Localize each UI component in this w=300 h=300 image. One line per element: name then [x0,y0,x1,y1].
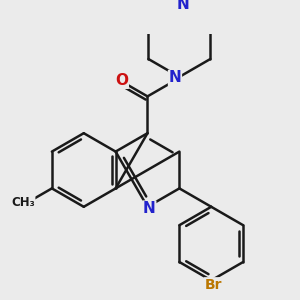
Text: N: N [177,0,189,12]
Text: CH₃: CH₃ [11,196,35,209]
Text: O: O [115,73,128,88]
Text: N: N [169,70,181,86]
Text: Br: Br [204,278,222,292]
Text: N: N [143,201,156,216]
